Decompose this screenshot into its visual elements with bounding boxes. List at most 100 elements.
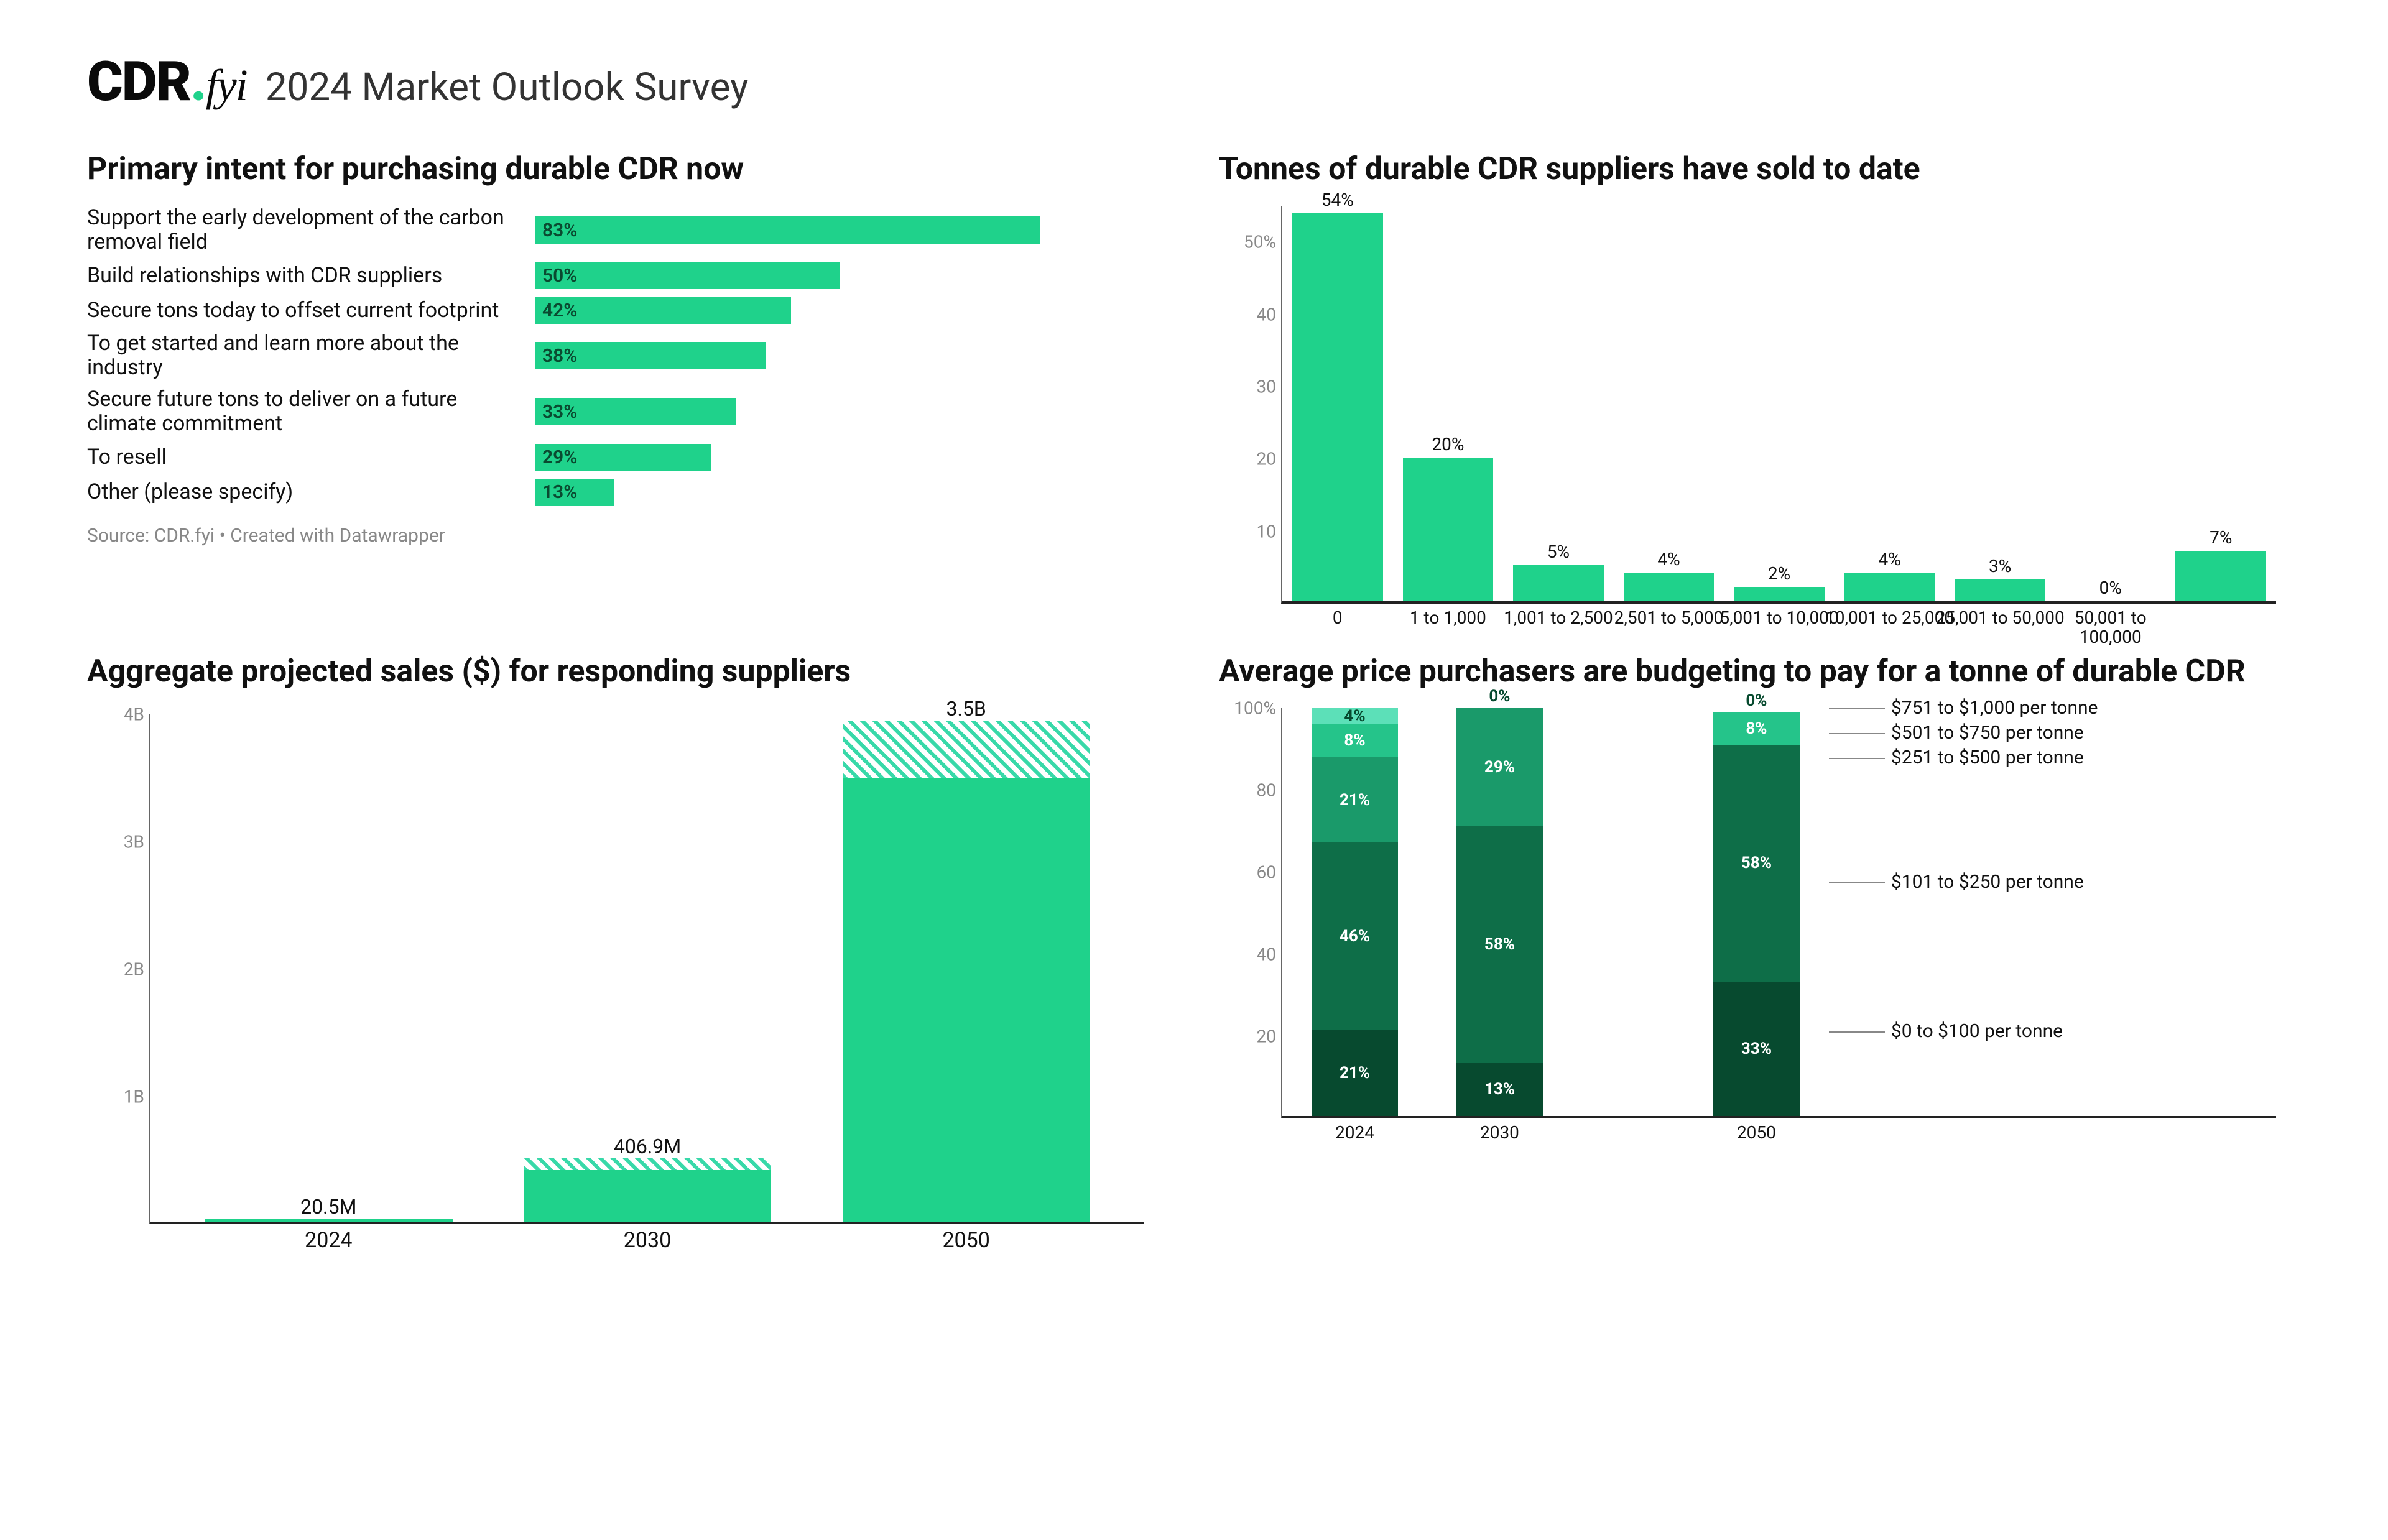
y-tick: 50% (1220, 232, 1276, 252)
panel-avg-price: Average price purchasers are budgeting t… (1219, 653, 2276, 1224)
hbar-track: 83% (535, 216, 1144, 244)
bar-value: 5% (1513, 542, 1604, 562)
panel-tonnes-sold: Tonnes of durable CDR suppliers have sol… (1219, 151, 2276, 604)
x-label: 2030 (478, 1229, 816, 1252)
stacked-bar: 4%8%21%46%21% (1312, 708, 1398, 1116)
bar-solid (843, 778, 1090, 1222)
bar-value: 4% (1624, 549, 1715, 569)
segment-label: 46% (1340, 927, 1370, 946)
legend-label: $501 to $750 per tonne (1891, 722, 2084, 744)
hbar-value: 29% (542, 446, 577, 468)
panel-title: Aggregate projected sales ($) for respon… (87, 653, 1144, 689)
segment-label: 13% (1484, 1080, 1515, 1099)
logo-main: CDR (87, 50, 190, 114)
bar-wrapper: 20.5M (205, 1219, 452, 1222)
bar-segment: 33% (1713, 982, 1800, 1116)
column: 2%5,001 to 10,000 (1724, 206, 1835, 601)
hbar-fill: 50% (535, 262, 840, 289)
y-tick: 1B (88, 1087, 144, 1107)
column: 54%0 (1282, 206, 1393, 601)
logo-dot: . (190, 50, 206, 114)
segment-label: 0% (1713, 691, 1800, 710)
column: 20.5M2024 (188, 714, 470, 1222)
bar-value: 2% (1734, 563, 1825, 584)
hbar-fill: 33% (535, 398, 736, 425)
legend-leader (1829, 708, 1885, 709)
bar-segment: 58% (1713, 745, 1800, 981)
hbar-row: Build relationships with CDR suppliers 50… (87, 262, 1144, 289)
bar: 3% (1955, 579, 2045, 601)
legend-label: $101 to $250 per tonne (1891, 871, 2084, 893)
x-label: 2024 (1283, 1123, 1427, 1143)
y-tick: 80 (1220, 780, 1276, 801)
y-tick: 100% (1220, 698, 1276, 719)
bar-hatch (524, 1158, 771, 1170)
hbar-value: 13% (542, 481, 577, 503)
column: 7% (2166, 206, 2277, 601)
segment-label: 29% (1484, 758, 1515, 777)
segment-label: 33% (1741, 1040, 1772, 1058)
legend-label: $0 to $100 per tonne (1891, 1020, 2063, 1042)
y-tick: 30 (1220, 376, 1276, 397)
bar-segment: 8% (1312, 724, 1398, 757)
y-tick: 40 (1220, 304, 1276, 325)
panel-primary-intent: Primary intent for purchasing durable CD… (87, 151, 1144, 604)
columns: 4%8%21%46%21%20240%29%58%13%20300%8%58%3… (1282, 708, 1829, 1116)
bar-segment: 21% (1312, 1030, 1398, 1116)
bar-value: 54% (1292, 190, 1383, 210)
y-tick: 10 (1220, 521, 1276, 542)
bar-hatch (843, 721, 1090, 778)
bar-value: 3.5B (843, 697, 1090, 721)
bar-segment: 29% (1456, 708, 1543, 826)
hbar-label: Secure tons today to offset current foot… (87, 298, 535, 323)
column: 0%8%58%33%2050 (1696, 708, 1816, 1116)
hbar-value: 83% (542, 219, 577, 241)
column: 3.5B2050 (825, 714, 1107, 1222)
columns: 54%020%1 to 1,0005%1,001 to 2,5004%2,501… (1282, 206, 2276, 601)
y-tick: 4B (88, 704, 144, 725)
column: 4%8%21%46%21%2024 (1295, 708, 1415, 1116)
hbar-row: Support the early development of the car… (87, 206, 1144, 254)
price-plot: 20406080100%4%8%21%46%21%20240%29%58%13%… (1281, 708, 2276, 1118)
y-tick: 2B (88, 959, 144, 980)
segment-label: 21% (1340, 791, 1370, 809)
y-tick: 20 (1220, 449, 1276, 469)
legend-leader (1829, 882, 1885, 883)
hbar-label: To resell (87, 445, 535, 469)
bar: 5% (1513, 565, 1604, 601)
page-subtitle: 2024 Market Outlook Survey (266, 65, 749, 110)
segment-label: 58% (1484, 935, 1515, 954)
column: 406.9M2030 (507, 714, 789, 1222)
bar-value: 7% (2175, 527, 2266, 548)
hbar-row: Secure tons today to offset current foot… (87, 297, 1144, 324)
hbar-label: Other (please specify) (87, 480, 535, 504)
hbar-value: 50% (542, 265, 577, 287)
y-tick: 20 (1220, 1026, 1276, 1047)
hbar-label: Build relationships with CDR suppliers (87, 264, 535, 288)
price-chart: 20406080100%4%8%21%46%21%20240%29%58%13%… (1219, 708, 2276, 1118)
bar-segment: 58% (1456, 826, 1543, 1063)
hbar-value: 33% (542, 401, 577, 423)
bar-value: 406.9M (524, 1135, 771, 1158)
panel-aggregate-sales: Aggregate projected sales ($) for respon… (87, 653, 1144, 1224)
x-label: 2030 (1428, 1123, 1572, 1143)
hbar-value: 38% (542, 345, 577, 367)
hbar-fill: 42% (535, 297, 791, 324)
stacked-bar: 0%8%58%33% (1713, 712, 1800, 1116)
hbar-label: Support the early development of the car… (87, 206, 535, 254)
segment-label: 0% (1456, 687, 1543, 706)
column: 4%10,001 to 25,000 (1835, 206, 1945, 601)
bar-value: 20.5M (205, 1195, 452, 1219)
column: 4%2,501 to 5,000 (1614, 206, 1724, 601)
logo: CDR.fyi (87, 50, 247, 114)
logo-fyi: fyi (206, 60, 247, 110)
hbar-label: Secure future tons to deliver on a futur… (87, 387, 535, 436)
legend-leader (1829, 733, 1885, 734)
bar: 2% (1734, 587, 1825, 601)
bar-value: 20% (1403, 434, 1494, 454)
hbar-track: 38% (535, 342, 1144, 369)
hbar-row: Other (please specify) 13% (87, 479, 1144, 506)
bar-wrapper: 406.9M (524, 1158, 771, 1222)
bar-wrapper: 3.5B (843, 721, 1090, 1222)
hbar-fill: 38% (535, 342, 766, 369)
